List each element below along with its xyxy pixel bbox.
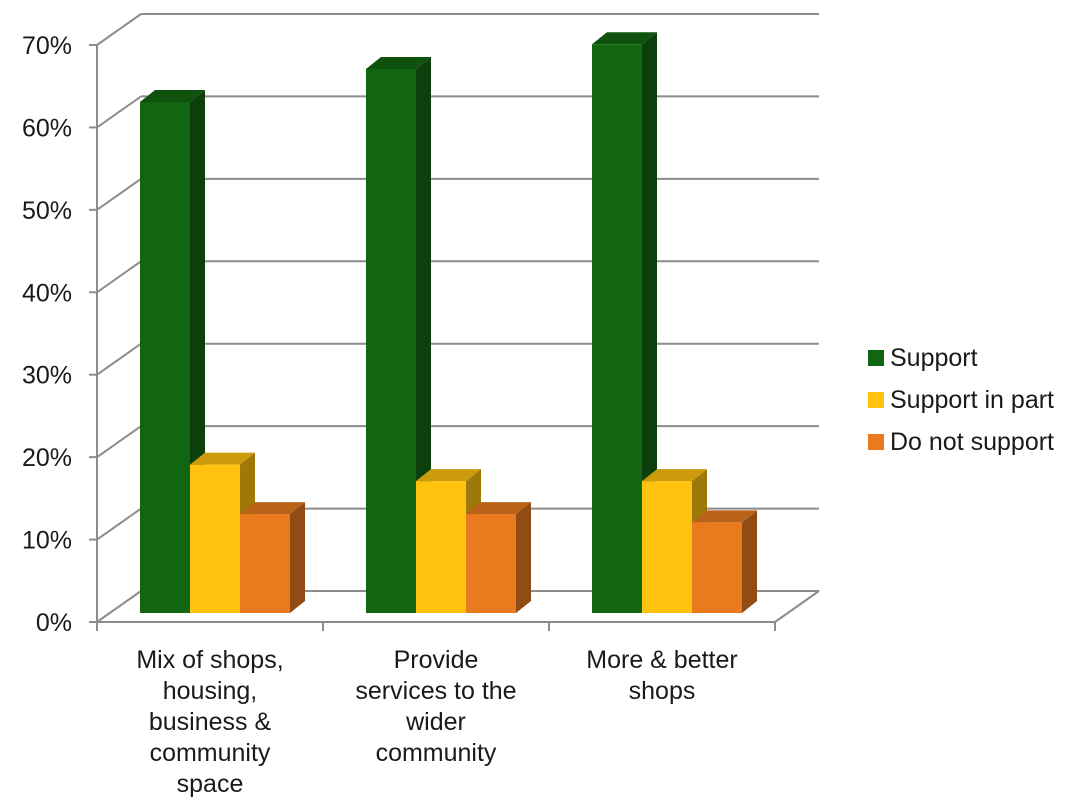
bar-support	[592, 32, 657, 613]
gridline-side	[96, 590, 142, 623]
gridline-side	[96, 13, 142, 46]
bar-top-face	[692, 510, 757, 523]
bar-top-face	[190, 452, 255, 465]
bar-front-face	[466, 514, 516, 613]
bar-front-face	[416, 481, 466, 613]
gridline-side	[96, 260, 142, 294]
bars	[140, 32, 757, 613]
bar-front-face	[140, 101, 190, 613]
gridline-side	[96, 507, 142, 541]
y-axis-tick-labels: 0% 10% 20% 30% 40% 50% 60% 70%	[22, 32, 72, 637]
bar-top-face	[240, 502, 305, 515]
y-tick-label: 30%	[22, 362, 72, 390]
legend-item: Support	[868, 337, 1054, 379]
legend-swatch	[868, 392, 884, 408]
legend: Support Support in part Do not support	[868, 337, 1054, 463]
bar-front-face	[366, 68, 416, 613]
bar-top-face	[592, 32, 657, 45]
legend-swatch	[868, 434, 884, 450]
bar-front-face	[642, 481, 692, 613]
bar-top-face	[466, 502, 531, 515]
gridline-side	[96, 178, 142, 211]
bar-front-face	[592, 44, 642, 613]
bar-top-face	[366, 56, 431, 69]
bar-do-not-support	[240, 502, 305, 613]
floor-edge	[774, 590, 820, 623]
y-tick-label: 0%	[36, 609, 72, 637]
gridline-side	[96, 95, 142, 129]
legend-label: Do not support	[890, 427, 1054, 456]
y-tick-label: 50%	[22, 197, 72, 225]
gridline-side	[96, 342, 142, 376]
x-category-label: More & better shops	[586, 646, 737, 705]
bar-side-face	[642, 32, 657, 613]
legend-swatch	[868, 350, 884, 366]
y-tick-label: 10%	[22, 527, 72, 555]
y-tick-label: 60%	[22, 114, 72, 142]
legend-item: Support in part	[868, 379, 1054, 421]
bar-top-face	[140, 89, 205, 102]
bar-support	[366, 56, 431, 613]
bar-do-not-support	[692, 510, 757, 613]
bar-side-face	[290, 502, 305, 613]
x-category-label: Mix of shops, housing, business & community…	[136, 646, 283, 798]
bar-front-face	[692, 522, 742, 613]
bar-front-face	[240, 514, 290, 613]
y-tick-label: 20%	[22, 444, 72, 472]
x-axis-category-labels: Mix of shops, housing, business & community…	[136, 646, 737, 798]
y-tick-label: 70%	[22, 32, 72, 60]
legend-label: Support	[890, 343, 978, 372]
x-category-label: Provide services to the wider community	[355, 646, 516, 767]
bar-side-face	[516, 502, 531, 613]
bar-side-face	[742, 510, 757, 613]
legend-label: Support in part	[890, 385, 1054, 414]
bar-top-face	[642, 469, 707, 482]
bar-top-face	[416, 469, 481, 482]
gridline-side	[96, 425, 142, 458]
legend-item: Do not support	[868, 421, 1054, 463]
bar-front-face	[190, 464, 240, 613]
axes	[89, 44, 776, 631]
y-tick-label: 40%	[22, 279, 72, 307]
bar-do-not-support	[466, 502, 531, 613]
